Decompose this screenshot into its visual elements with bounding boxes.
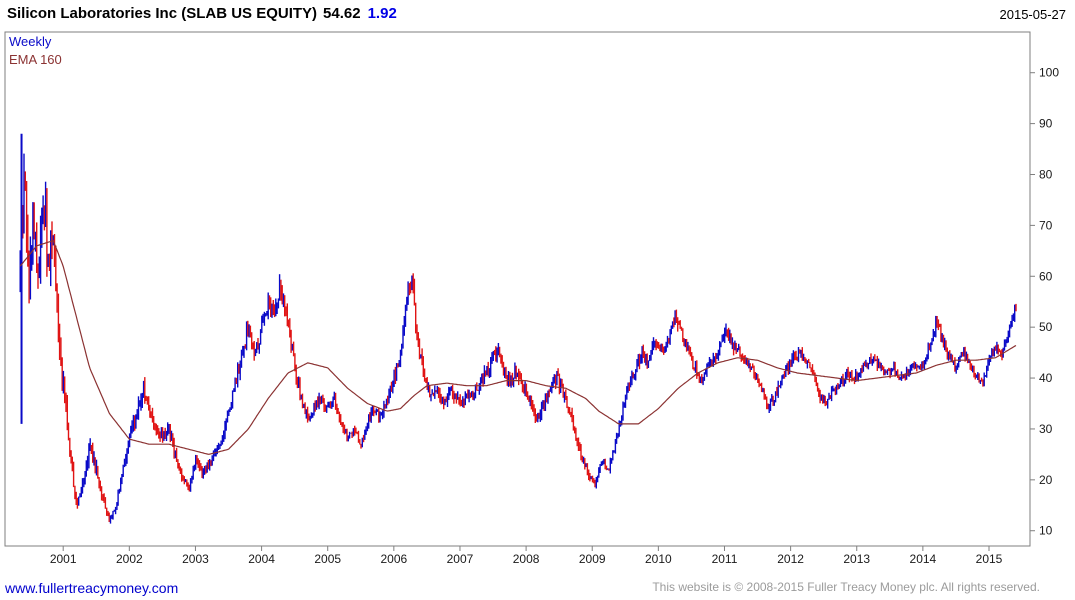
y-tick-label: 50 — [1039, 320, 1053, 334]
price-change: 1.92 — [367, 5, 397, 22]
site-link[interactable]: www.fullertreacymoney.com — [5, 580, 179, 596]
x-tick-label: 2013 — [843, 552, 870, 566]
y-axis: 10 20 30 40 50 60 70 80 90 100 — [1030, 66, 1059, 538]
x-tick-label: 2005 — [314, 552, 341, 566]
y-tick-label: 60 — [1039, 269, 1053, 283]
x-tick-label: 2014 — [910, 552, 937, 566]
x-axis: 2001 2002 2003 2004 2005 2006 2007 2008 2009 2010… — [50, 546, 1003, 566]
x-tick-label: 2002 — [116, 552, 143, 566]
x-tick-label: 2007 — [447, 552, 474, 566]
y-tick-label: 70 — [1039, 218, 1053, 232]
chart-header: Silicon Laboratories Inc (SLAB US EQUITY… — [7, 5, 397, 22]
x-tick-label: 2015 — [976, 552, 1003, 566]
last-price: 54.62 — [323, 5, 361, 22]
y-tick-label: 40 — [1039, 371, 1053, 385]
y-tick-label: 30 — [1039, 422, 1053, 436]
price-bars — [19, 153, 1017, 524]
plot-border — [4, 31, 1031, 547]
x-tick-label: 2011 — [712, 552, 738, 566]
chart-date: 2015-05-27 — [999, 7, 1067, 22]
copyright-text: This website is © 2008-2015 Fuller Treac… — [652, 580, 1040, 594]
x-tick-label: 2010 — [645, 552, 672, 566]
x-tick-label: 2012 — [777, 552, 804, 566]
legend-weekly: Weekly — [9, 34, 52, 49]
price-chart: 10 20 30 40 50 60 70 80 90 100 2001 2002 2003 2004 200… — [0, 24, 1075, 576]
y-tick-label: 90 — [1039, 117, 1053, 131]
x-tick-label: 2009 — [579, 552, 606, 566]
y-tick-label: 10 — [1039, 524, 1053, 538]
x-tick-label: 2004 — [248, 552, 275, 566]
y-tick-label: 100 — [1039, 66, 1059, 80]
x-tick-label: 2008 — [513, 552, 540, 566]
instrument-title: Silicon Laboratories Inc (SLAB US EQUITY… — [7, 5, 318, 22]
x-tick-label: 2001 — [50, 552, 77, 566]
legend: Weekly EMA 160 — [9, 34, 62, 67]
y-tick-label: 80 — [1039, 167, 1053, 181]
y-tick-label: 20 — [1039, 473, 1053, 487]
ema-line — [19, 239, 1017, 455]
x-tick-label: 2006 — [380, 552, 407, 566]
x-tick-label: 2003 — [182, 552, 209, 566]
legend-ema-160: EMA 160 — [9, 52, 62, 67]
